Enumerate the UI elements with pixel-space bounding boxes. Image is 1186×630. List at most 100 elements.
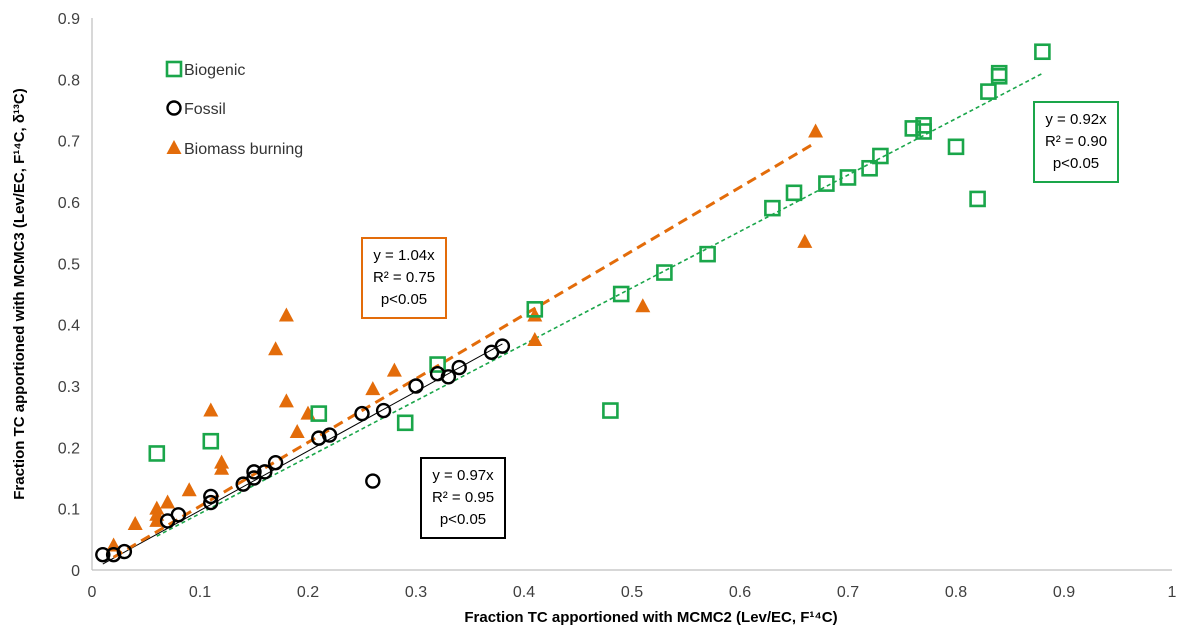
point-fossil xyxy=(95,546,111,563)
point-biomass-burning xyxy=(527,307,543,322)
annotation-line: y = 0.97x xyxy=(432,467,494,484)
point-biomass-burning xyxy=(160,494,176,509)
point-biogenic xyxy=(526,301,544,318)
y-tick-label: 0.1 xyxy=(58,502,80,519)
y-tick-label: 0 xyxy=(71,563,80,580)
point-fossil xyxy=(311,430,327,446)
point-biomass-burning xyxy=(268,341,284,356)
point-biogenic xyxy=(202,432,220,450)
point-fossil xyxy=(440,369,457,385)
annotation-box xyxy=(420,457,506,539)
point-biomass-burning xyxy=(808,123,824,138)
point-fossil xyxy=(246,464,262,480)
point-biomass-burning xyxy=(149,500,165,515)
point-fossil xyxy=(354,405,370,422)
data-points xyxy=(95,43,1051,563)
annotation-box xyxy=(1033,101,1119,183)
annotation-line: y = 0.92x xyxy=(1045,111,1107,128)
point-fossil xyxy=(375,402,392,419)
y-tick-label: 0.3 xyxy=(58,379,80,396)
x-tick-label: 0 xyxy=(88,584,97,601)
x-tick-label: 0.6 xyxy=(729,584,751,601)
y-tick-label: 0.8 xyxy=(58,72,80,89)
point-biogenic xyxy=(785,184,803,202)
annotation-line: p<0.05 xyxy=(381,291,427,308)
point-biogenic xyxy=(969,190,986,208)
point-biogenic xyxy=(656,264,673,281)
point-fossil xyxy=(116,543,133,560)
y-tick-label: 0.5 xyxy=(58,256,80,273)
point-biogenic xyxy=(947,138,965,156)
y-tick-label: 0.7 xyxy=(58,134,80,151)
y-tick-label: 0.9 xyxy=(58,11,80,28)
point-fossil xyxy=(429,366,446,382)
y-tick-label: 0.4 xyxy=(58,318,80,335)
point-biogenic xyxy=(602,402,619,419)
annotation-line: R² = 0.75 xyxy=(373,269,435,286)
legend-marker xyxy=(166,100,182,116)
point-biomass-burning xyxy=(635,298,651,313)
point-fossil xyxy=(203,494,219,511)
x-tick-label: 0.4 xyxy=(513,584,535,601)
point-fossil xyxy=(365,473,381,489)
x-tick-label: 0.3 xyxy=(405,584,427,601)
legend-marker xyxy=(165,60,183,78)
tick-labels: 0 0.1 0.2 0.3 0.4 0.5 0.6 0.7 0.8 0.9 1 0 0.1 0.2 0.3 0… xyxy=(58,11,1177,601)
point-biogenic xyxy=(990,64,1008,82)
point-biogenic xyxy=(699,245,716,263)
annotation-line: p<0.05 xyxy=(1053,155,1099,172)
point-biogenic xyxy=(818,175,835,192)
point-biogenic xyxy=(1034,43,1051,61)
point-fossil xyxy=(203,488,219,505)
point-biomass-burning xyxy=(214,454,230,469)
point-fossil xyxy=(451,359,467,376)
trendline-biomass-burning xyxy=(112,141,817,559)
point-fossil xyxy=(321,427,338,443)
point-biomass-burning xyxy=(527,332,543,346)
point-biogenic xyxy=(980,83,997,100)
x-tick-label: 0.5 xyxy=(621,584,643,601)
x-axis-title: Fraction TC apportioned with MCMC2 (Lev/… xyxy=(464,609,837,626)
annotation-box xyxy=(361,237,447,319)
point-biogenic xyxy=(764,199,781,217)
point-biomass-burning xyxy=(278,307,294,322)
legend-label: Fossil xyxy=(184,101,226,118)
annotation-line: y = 1.04x xyxy=(373,247,435,264)
point-biomass-burning xyxy=(181,482,197,497)
point-biomass-burning xyxy=(278,393,294,408)
y-tick-label: 0.6 xyxy=(58,195,80,212)
x-tick-label: 0.9 xyxy=(1053,584,1075,601)
trendline-biogenic xyxy=(156,72,1043,537)
point-biogenic xyxy=(429,356,446,373)
point-biomass-burning xyxy=(797,233,813,248)
point-fossil xyxy=(257,464,273,480)
x-tick-label: 0.8 xyxy=(945,584,967,601)
legend-marker xyxy=(166,140,182,154)
point-biomass-burning xyxy=(289,424,305,438)
point-biomass-burning xyxy=(365,381,381,396)
point-fossil xyxy=(105,546,122,563)
point-fossil xyxy=(170,507,187,523)
point-biogenic xyxy=(396,414,414,432)
point-biogenic xyxy=(839,169,857,186)
legend: Biogenic Fossil Biomass burning xyxy=(165,60,303,158)
annotation-line: R² = 0.95 xyxy=(432,489,494,506)
point-fossil xyxy=(267,454,284,471)
point-biogenic xyxy=(872,147,889,165)
point-biomass-burning xyxy=(386,362,402,377)
y-axis-title: Fraction TC apportioned with MCMC3 (Lev/… xyxy=(11,88,28,500)
point-biogenic xyxy=(148,445,166,462)
point-biogenic xyxy=(904,120,922,137)
point-biogenic xyxy=(861,159,878,177)
x-tick-label: 0.2 xyxy=(297,584,319,601)
point-biogenic xyxy=(310,405,328,422)
point-fossil xyxy=(408,378,424,394)
annotations: y = 0.92x R² = 0.90 p<0.05 y = 1.04x R² = 0.… xyxy=(361,101,1119,539)
point-biomass-burning xyxy=(127,516,143,530)
point-biomass-burning xyxy=(203,402,219,417)
point-fossil xyxy=(494,338,511,354)
axes xyxy=(91,18,1172,571)
y-tick-label: 0.2 xyxy=(58,440,80,457)
annotation-line: p<0.05 xyxy=(440,511,486,528)
